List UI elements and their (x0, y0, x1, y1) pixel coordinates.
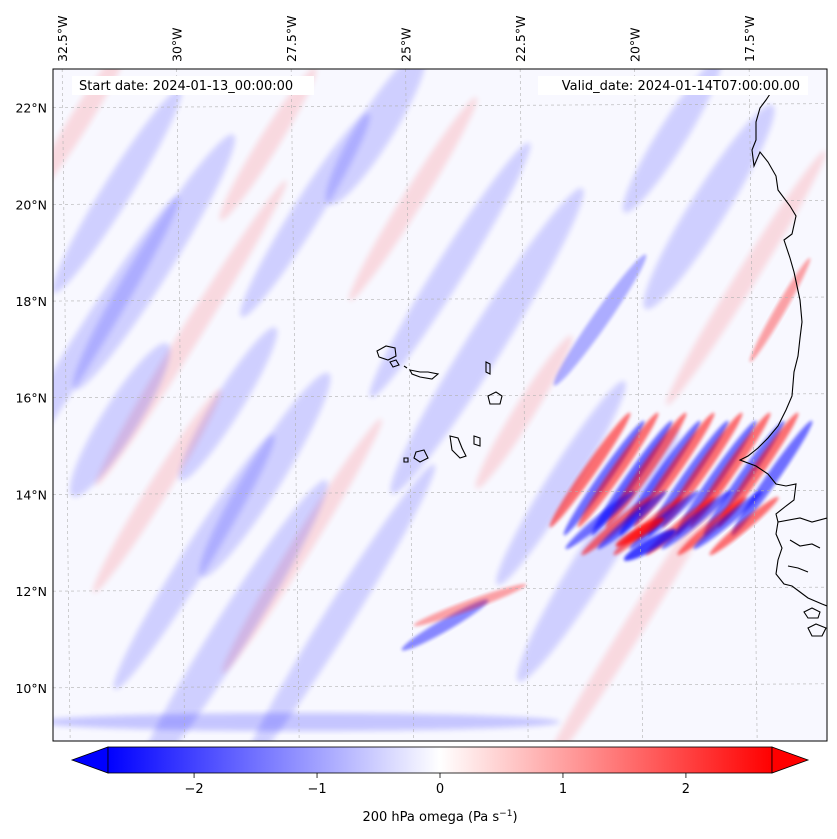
omega-band (53, 713, 560, 731)
omega-band (749, 257, 811, 363)
omega-band (629, 490, 699, 550)
bijagos-islands (803, 607, 827, 637)
omega-band (53, 196, 180, 502)
omega-band (677, 496, 747, 556)
colorbar-ticks: −2 −1 0 1 2 (184, 773, 690, 797)
omega-band (623, 529, 677, 561)
sao-nicolau (409, 369, 440, 380)
lon-gridline (176, 69, 185, 741)
lon-gridline (290, 69, 300, 741)
omega-band (709, 496, 779, 556)
guinea-coastline (775, 521, 827, 607)
lon-tick-label: 32.5°W (55, 16, 70, 62)
omega-band (731, 420, 813, 536)
lon-gridline (61, 69, 71, 741)
omega-band (413, 583, 527, 627)
omega-band (242, 464, 436, 741)
santiago (449, 435, 467, 459)
valid-date-label: Valid_date: 2024-01-14T07:00:00.00 (562, 79, 800, 94)
colorbar-gradient (107, 746, 773, 774)
omega-band (675, 420, 757, 536)
colorbar-tick-label: 0 (436, 782, 444, 797)
omega-band (178, 327, 278, 481)
lat-tick-label: 22°N (15, 101, 47, 116)
gridlines (53, 69, 827, 741)
lat-tick-label: 12°N (15, 584, 47, 599)
omega-band (703, 420, 785, 536)
lon-tick-label: 17.5°W (742, 16, 757, 62)
santa-luzia (403, 365, 408, 369)
lat-tick-label: 18°N (15, 294, 47, 309)
lon-tick-label: 30°W (170, 27, 185, 62)
omega-band (69, 343, 171, 497)
colorbar-tick-label: −2 (184, 782, 203, 797)
lon-tick-label: 22.5°W (513, 16, 528, 62)
coastlines (738, 93, 827, 637)
lon-gridline (748, 69, 758, 741)
omega-band (401, 599, 489, 651)
lon-gridline (405, 69, 414, 741)
omega-band (348, 97, 478, 301)
cape-verde-islands (376, 345, 503, 463)
brava (403, 457, 409, 463)
omega-band (565, 490, 635, 550)
colorbar: −2 −1 0 1 2 200 hPa omega (Pa s−1) (70, 746, 810, 825)
lon-tick-label: 25°W (399, 27, 414, 62)
map-area (52, 68, 828, 742)
date-labels: Start date: 2024-01-13_00:00:00 Valid_da… (72, 76, 808, 95)
omega-band (693, 490, 763, 550)
colorbar-tick-label: 2 (682, 782, 690, 797)
omega-band (325, 69, 427, 205)
longitude-tick-labels: 32.5°W 30°W 27.5°W 25°W 22.5°W 20°W 17.5°W (55, 16, 757, 62)
colorbar-extend-low (70, 746, 109, 774)
omega-band (113, 434, 275, 690)
africa-coastline (738, 93, 827, 523)
lat-tick-label: 10°N (15, 681, 47, 696)
lon-gridline (634, 69, 643, 741)
omega-band (661, 490, 731, 550)
omega-band (134, 480, 328, 741)
omega-band (666, 150, 826, 406)
lon-tick-label: 27.5°W (284, 16, 299, 62)
start-date-label: Start date: 2024-01-13_00:00:00 (79, 79, 293, 94)
lat-tick-label: 14°N (15, 487, 47, 502)
omega-band (219, 69, 317, 221)
lon-gridline (519, 69, 529, 741)
omega-band (553, 254, 647, 386)
coast-bits (787, 539, 821, 573)
omega-band (199, 372, 331, 578)
santo-antao (376, 345, 397, 361)
omega-band (496, 380, 626, 586)
omega-band (581, 496, 651, 556)
sal (485, 361, 491, 375)
omega-band (390, 188, 584, 494)
lat-tick-label: 20°N (15, 197, 47, 212)
colorbar-tick-label: −1 (307, 782, 326, 797)
lon-tick-label: 20°W (628, 27, 643, 62)
omega-band (563, 420, 645, 536)
lat-tick-label: 16°N (15, 391, 47, 406)
colorbar-extend-high (771, 746, 810, 774)
omega-band (577, 412, 659, 528)
omega-band (622, 69, 722, 213)
omega-band (549, 412, 631, 528)
omega-band (369, 142, 531, 398)
latitude-tick-labels: 22°N 20°N 18°N 16°N 14°N 12°N 10°N (15, 101, 47, 696)
maio (473, 435, 481, 447)
omega-field (53, 69, 826, 741)
sao-vicente (389, 359, 400, 368)
fogo (413, 449, 429, 463)
omega-band (597, 490, 667, 550)
colorbar-tick-label: 1 (559, 782, 567, 797)
omega-band (92, 389, 222, 593)
omega-band (643, 104, 775, 310)
colorbar-label: 200 hPa omega (Pa s−1) (362, 809, 517, 825)
omega-band (717, 412, 799, 528)
omega-band (53, 88, 182, 294)
boa-vista (487, 391, 503, 405)
omega-band (240, 112, 370, 318)
